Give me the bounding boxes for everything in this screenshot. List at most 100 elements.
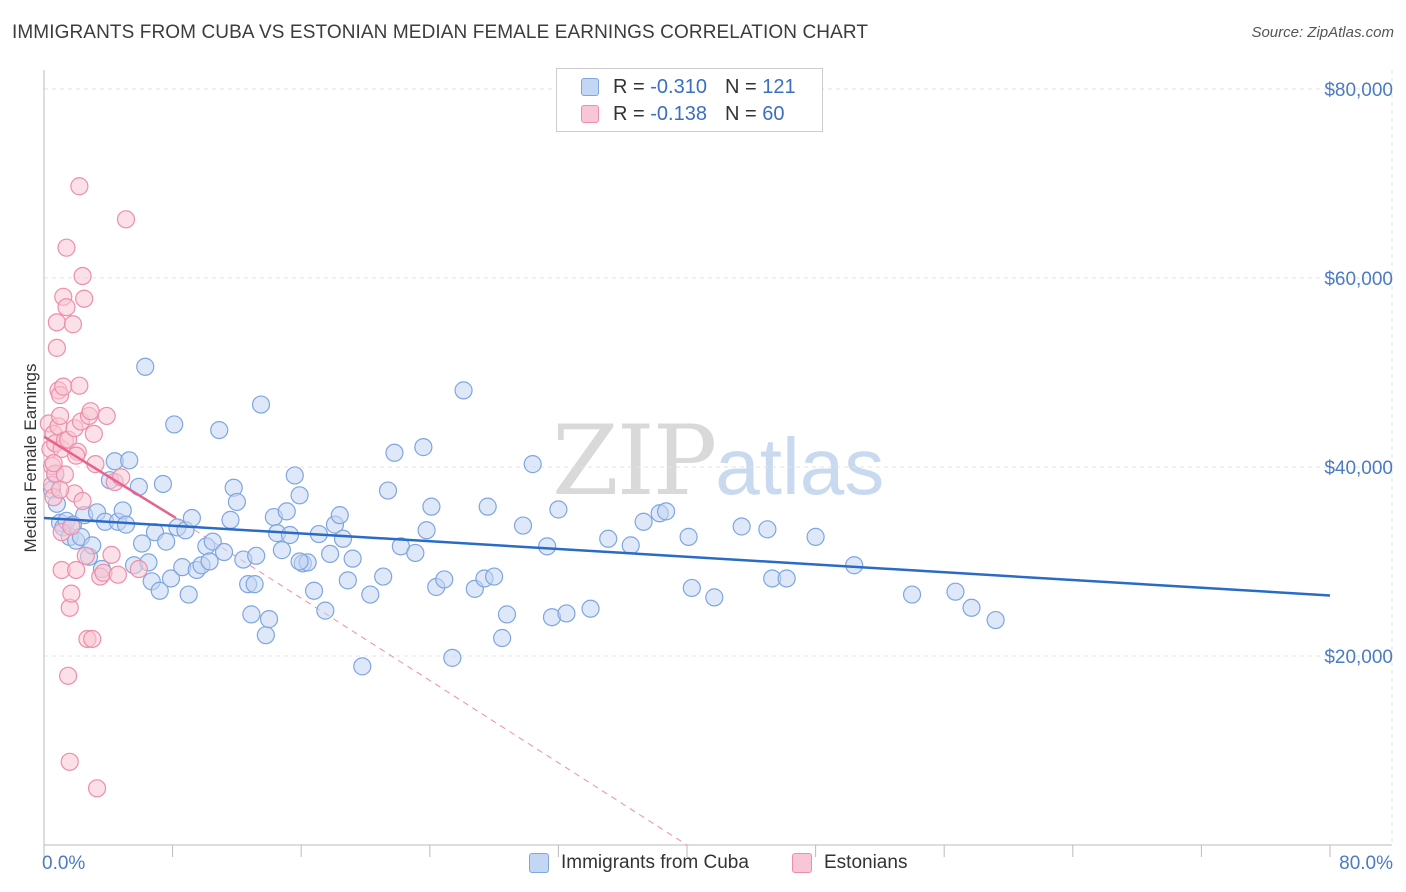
axis-labels: $20,000 $40,000 $60,000 $80,000 0.0% 80.0% Med… [21,80,1393,874]
estonians-point [73,266,92,286]
cuba-point [316,601,335,620]
cuba-point [247,546,266,565]
cuba-point [657,502,676,521]
y-tick-label-2: $60,000 [1324,269,1393,290]
estonians-point [50,406,70,426]
legend-n-label-cuba: N = [724,75,757,98]
trend-lines [43,435,1331,597]
cuba-point [361,585,380,604]
estonians-point [54,377,73,396]
cuba-point [485,567,504,586]
cuba-point [343,549,362,568]
cuba-point [353,657,372,676]
cuba-point [165,415,184,434]
y-tick-label-1: $40,000 [1324,458,1393,479]
legend-n-value-cuba: 121 [762,75,796,98]
estonians-trend-extension [175,517,688,846]
estonians-point [102,545,121,564]
legend-row-cuba: R = -0.310 N = 121 [581,74,796,100]
estonians-point [108,565,128,584]
estonians-point [67,560,86,580]
cuba-point [732,517,751,536]
x-tick-label-1: 80.0% [1339,853,1393,874]
cuba-point [443,648,462,667]
cuba-point [330,506,349,525]
estonians-point [75,289,94,308]
series-legend-estonians[interactable]: Estonians [792,852,907,874]
cuba-point [182,508,201,528]
cuba-point [120,451,139,470]
cuba-point [259,610,279,629]
legend-r-value-cuba: -0.310 [650,75,707,98]
estonians-point [44,454,63,473]
cuba-point [245,575,264,594]
cuba-point [214,542,234,562]
cuba-point [806,527,825,546]
cuba-point [493,628,512,648]
estonians-point [87,779,107,798]
legend-n-label-estonians: N = [724,102,757,125]
cuba-point [406,543,425,563]
cuba-point [179,585,198,604]
cuba-point [227,492,246,512]
cuba-point [161,569,181,588]
cuba-point [280,525,300,545]
cuba-point [304,581,324,600]
x-tick-label-0: 0.0% [42,853,85,874]
cuba-point [557,604,576,623]
cuba-point [210,420,229,440]
cuba-point [581,599,600,618]
estonians-point [84,424,103,443]
estonians-point [73,491,92,511]
cuba-point [374,567,393,586]
cuba-point [962,598,981,617]
series-legend: Immigrants from Cuba Estonians [0,852,1406,876]
estonians-point [59,666,78,685]
cuba-point [599,529,618,548]
cuba-points [42,357,1005,676]
legend-r-value-estonians: -0.138 [650,102,707,125]
cuba-point [758,520,777,539]
cuba-point [986,610,1005,630]
estonians-point [50,480,70,499]
cuba-point [272,541,292,560]
cuba-point [136,357,155,376]
cuba-point [251,395,271,414]
cuba-point [417,521,436,540]
cuba-point [333,529,353,548]
cuba-point [338,571,357,590]
estonians-point [60,752,79,771]
cuba-point [497,605,517,624]
cuba-point [150,581,169,600]
estonians-point [81,402,100,421]
cuba-point [422,497,441,516]
watermark-zip: ZIP [552,405,717,517]
cuba-point [513,516,533,535]
cuba-point [256,626,275,645]
cuba-point [549,500,568,519]
cuba-point [902,585,922,604]
legend-n-value-estonians: 60 [762,102,785,125]
legend-row-estonians: R = -0.138 N = 60 [581,101,784,127]
cuba-point [454,381,473,400]
estonians-points [39,177,148,798]
cuba-point [116,515,136,534]
estonians-point [70,376,89,395]
cuba-point [203,532,222,551]
cuba-point [946,582,965,601]
y-axis-label: Median Female Earnings [21,364,40,553]
cuba-trend-line [43,516,1331,597]
chart-title: IMMIGRANTS FROM CUBA VS ESTONIAN MEDIAN … [12,22,869,43]
y-tick-label-0: $20,000 [1324,647,1393,668]
cuba-point [290,552,309,571]
cuba-point [321,544,340,564]
estonians-point [57,238,76,257]
estonians-point [62,584,81,603]
estonians-point [62,517,81,536]
cuba-point [157,532,176,551]
cuba-point [679,527,698,546]
cuba-point [290,486,309,505]
series-legend-cuba[interactable]: Immigrants from Cuba [529,852,749,874]
cuba-point [634,512,653,531]
